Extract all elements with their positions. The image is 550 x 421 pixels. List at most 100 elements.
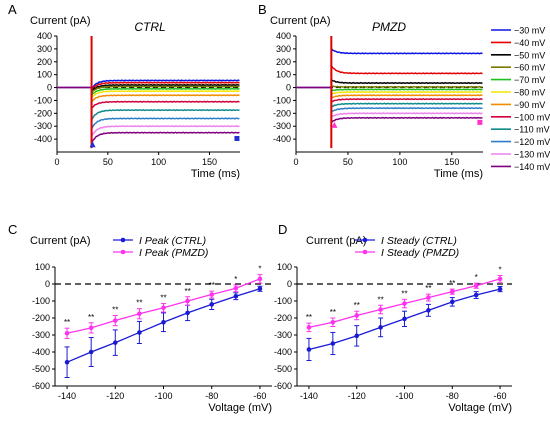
y-tick-label-d: -200 (274, 313, 292, 323)
significance-c: ** (88, 313, 94, 322)
trace-a (57, 86, 240, 121)
data-point-d (426, 308, 431, 313)
trace-legend-label: −110 mV (514, 125, 550, 135)
data-point-c (209, 292, 215, 297)
data-point-d (473, 292, 479, 298)
x-tick-label-d: -100 (395, 391, 413, 401)
trace-a (57, 86, 240, 100)
data-point-c (257, 286, 263, 292)
panel-label-b: B (258, 2, 267, 17)
y-tick-label-b: 200 (276, 57, 291, 67)
x-axis-label-a: Time (ms) (191, 168, 240, 180)
y-tick-label-a: -100 (34, 95, 52, 105)
significance-d: ** (306, 313, 312, 322)
data-point-c (233, 285, 239, 291)
significance-c: ** (209, 281, 215, 290)
x-tick-label-c: -120 (106, 391, 124, 401)
trace-legend-label: −90 mV (514, 100, 545, 110)
trace-b (296, 86, 483, 125)
y-tick-label-b: 400 (276, 31, 291, 41)
significance-c: ** (64, 318, 70, 327)
x-tick-label-a: 150 (202, 157, 217, 167)
data-point-c (185, 310, 190, 316)
trace-legend-label: −40 mV (514, 38, 545, 48)
y-tick-label-a: 100 (37, 70, 52, 80)
significance-d: * (475, 273, 478, 282)
data-point-c (112, 340, 118, 345)
y-tick-label-c: -200 (32, 313, 50, 323)
data-point-d (473, 283, 479, 289)
y-axis-label-b: Current (pA) (270, 15, 331, 27)
data-point-c (64, 331, 70, 336)
trace-b (296, 86, 483, 96)
trace-legend-label: −100 mV (514, 112, 550, 122)
x-tick-label-c: -80 (205, 391, 218, 401)
x-tick-label-c: -100 (154, 391, 172, 401)
y-axis-label-a: Current (pA) (30, 15, 91, 27)
x-axis-label-c: Voltage (mV) (208, 402, 272, 414)
peak-marker-a (89, 141, 96, 148)
y-tick-label-d: -600 (274, 381, 292, 391)
data-point-c (233, 293, 239, 299)
trace-b (296, 86, 483, 120)
x-tick-label-b: 100 (392, 157, 407, 167)
x-tick-label-b: 0 (293, 157, 298, 167)
trace-b (296, 86, 483, 103)
data-point-d (306, 347, 312, 352)
legend-marker-c (120, 249, 126, 255)
chart-title-b: PMZD (372, 20, 406, 34)
trace-legend-label: −60 mV (514, 63, 545, 73)
data-point-d (402, 316, 407, 322)
y-tick-label-b: 300 (276, 44, 291, 54)
y-tick-label-c: -300 (32, 330, 50, 340)
y-tick-label-c: -400 (32, 347, 50, 357)
data-point-c (88, 349, 94, 355)
steady-marker-b (477, 119, 483, 125)
legend-marker-c (120, 237, 126, 243)
trace-a (57, 86, 240, 138)
y-tick-label-d: 100 (277, 262, 292, 272)
trace-b (296, 86, 483, 99)
y-tick-label-b: 0 (286, 83, 291, 93)
trace-a (57, 86, 240, 144)
x-tick-label-d: -60 (494, 391, 507, 401)
data-point-d (354, 313, 360, 318)
legend-label-d: I Steady (CTRL) (381, 235, 457, 247)
x-tick-label-d: -140 (300, 391, 318, 401)
trace-a (57, 83, 240, 94)
x-tick-label-d: -120 (348, 391, 366, 401)
legend-label-c: I Peak (PMZD) (139, 247, 208, 259)
y-tick-label-a: 0 (47, 83, 52, 93)
trace-a (57, 86, 240, 130)
y-tick-label-b: -100 (273, 95, 291, 105)
trace-a (57, 85, 240, 96)
data-point-c (161, 319, 166, 325)
data-point-c (64, 359, 70, 365)
y-tick-label-c: -500 (32, 364, 50, 374)
significance-d: ** (354, 301, 360, 310)
y-tick-label-a: 400 (37, 31, 52, 41)
trace-legend-label: −140 mV (514, 162, 550, 172)
significance-c: * (234, 275, 237, 284)
significance-d: ** (449, 279, 455, 288)
data-point-d (497, 286, 503, 292)
trace-a (57, 81, 240, 91)
y-tick-label-b: -400 (273, 134, 291, 144)
legend-label-c: I Peak (CTRL) (139, 235, 206, 247)
data-point-c (137, 311, 142, 317)
chart-title-a: CTRL (134, 20, 165, 34)
y-tick-label-a: 200 (37, 57, 52, 67)
data-point-d (497, 276, 503, 282)
trace-b (296, 86, 483, 108)
y-tick-label-c: 0 (45, 279, 50, 289)
y-axis-label-d: Current (pA) (306, 235, 367, 247)
trace-a (57, 86, 240, 103)
x-tick-label-c: -140 (58, 391, 76, 401)
panel-label-c: C (8, 222, 17, 237)
trace-legend-label: −50 mV (514, 50, 545, 60)
legend-label-d: I Steady (PMZD) (381, 247, 459, 259)
plot-layer: -400 -300 -200 -100 0 100 200 300 400 0 50 100 150 Cu… (30, 15, 550, 414)
significance-c: ** (112, 305, 118, 314)
data-point-d (449, 289, 455, 294)
